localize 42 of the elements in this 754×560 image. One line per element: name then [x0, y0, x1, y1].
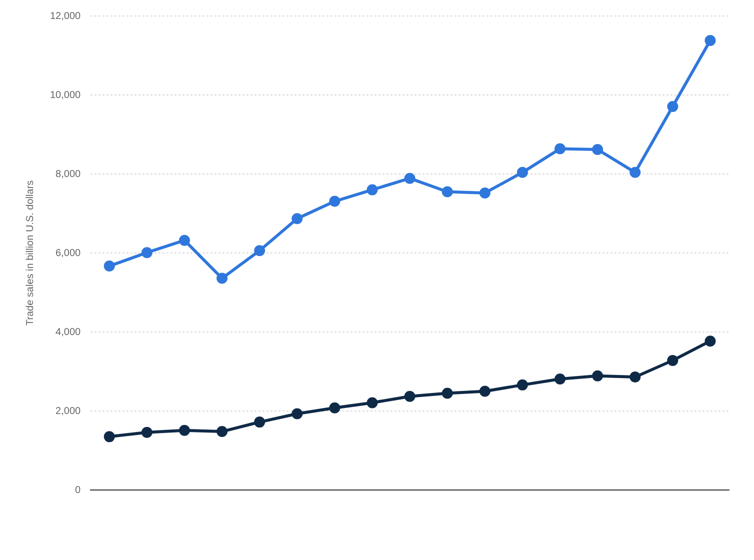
y-tick-label: 8,000: [56, 168, 82, 180]
point: [704, 336, 716, 347]
point: [254, 416, 266, 428]
point: [516, 166, 528, 178]
y-tick-label: 0: [75, 484, 82, 496]
point: [254, 245, 266, 256]
point: [479, 187, 490, 198]
point: [292, 213, 303, 224]
point: [292, 408, 303, 420]
point: [366, 184, 378, 196]
point: [178, 424, 190, 436]
point: [216, 426, 228, 438]
point: [630, 166, 641, 178]
point: [479, 386, 490, 397]
point: [329, 402, 340, 414]
point: [442, 388, 453, 399]
point: [592, 144, 604, 156]
point: [366, 397, 378, 408]
point: [104, 431, 115, 442]
point: [404, 172, 416, 184]
point: [104, 260, 115, 272]
point: [442, 186, 453, 198]
point: [141, 426, 152, 438]
point: [216, 272, 228, 284]
point: [592, 370, 604, 382]
y-tick-label: 2,000: [56, 406, 82, 417]
point: [516, 379, 528, 390]
point: [704, 34, 716, 46]
point: [554, 374, 566, 385]
y-tick-label: 4,000: [56, 326, 82, 338]
y-axis-title: Trade sales in billion U.S. dollars: [24, 180, 36, 326]
y-tick-label: 6,000: [56, 248, 82, 259]
point: [630, 372, 641, 383]
point: [667, 354, 678, 366]
point: [554, 143, 566, 154]
point: [404, 390, 416, 402]
point: [667, 100, 678, 112]
y-tick-label: 12,000: [50, 10, 82, 22]
point: [329, 196, 340, 207]
point: [178, 234, 190, 246]
point: [141, 247, 152, 258]
y-tick-label: 10,000: [50, 90, 82, 101]
